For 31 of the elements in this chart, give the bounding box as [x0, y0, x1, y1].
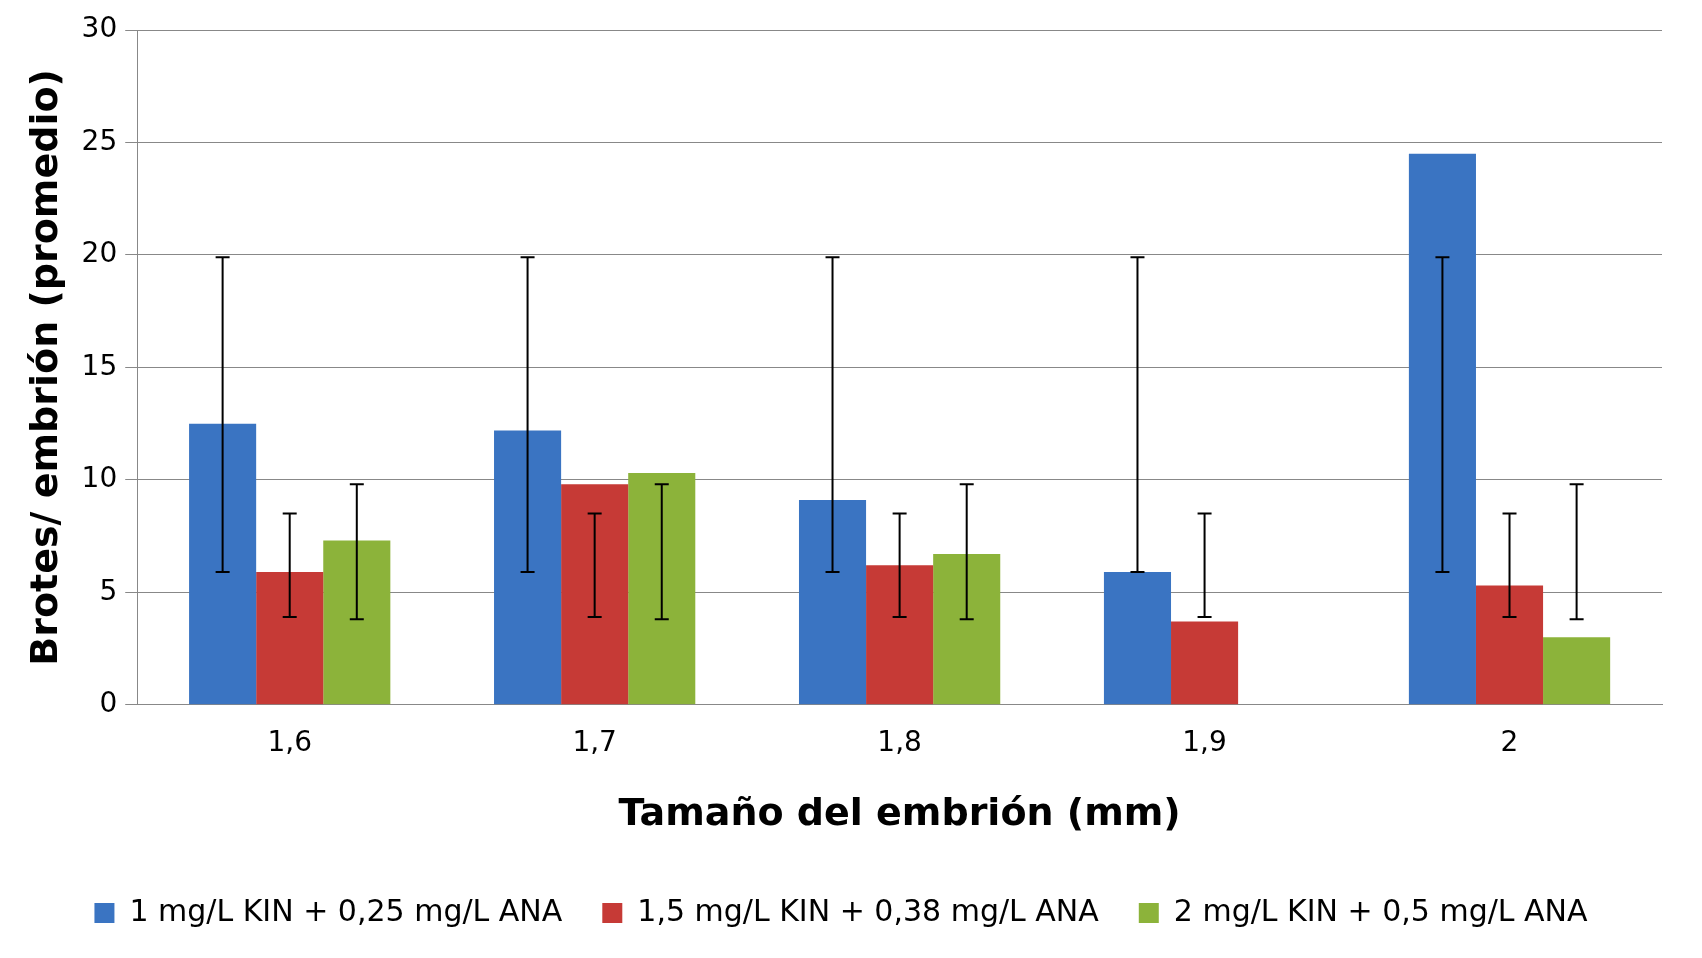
- bar: [1475, 585, 1544, 705]
- x-tick-label: 1,8: [877, 724, 922, 758]
- y-tick-label: 0: [99, 686, 118, 720]
- y-tick-label: 30: [81, 11, 118, 45]
- bar: [1408, 153, 1476, 705]
- bar: [798, 500, 867, 705]
- legend-label: 1 mg/L KIN + 0,25 mg/L ANA: [129, 892, 563, 928]
- y-tick-label: 25: [81, 123, 118, 157]
- bar: [256, 572, 324, 705]
- bar: [628, 473, 696, 705]
- y-tick-label: 5: [99, 573, 118, 607]
- x-tick-label: 1,7: [572, 724, 617, 758]
- bar: [933, 554, 1001, 705]
- bar: [866, 565, 934, 705]
- bar: [561, 484, 629, 705]
- y-tick-label: 15: [81, 348, 118, 382]
- bar: [189, 423, 257, 705]
- legend-label: 2 mg/L KIN + 0,5 mg/L ANA: [1173, 892, 1589, 928]
- x-tick-label: 1,9: [1182, 724, 1227, 758]
- y-tick-label: 20: [81, 236, 118, 270]
- bar: [1543, 637, 1611, 705]
- x-axis-title: Tamaño del embrión (mm): [618, 790, 1181, 835]
- y-tick-label: 10: [81, 461, 118, 495]
- x-tick-label: 2: [1500, 724, 1519, 758]
- bar: [323, 540, 391, 705]
- x-tick-label: 1,6: [267, 724, 312, 758]
- bar: [1171, 621, 1239, 705]
- bar: [1103, 572, 1172, 705]
- bar: [494, 430, 562, 705]
- y-axis-title: Brotes/ embrión (promedio): [21, 69, 66, 666]
- legend-label: 1,5 mg/L KIN + 0,38 mg/L ANA: [637, 892, 1100, 928]
